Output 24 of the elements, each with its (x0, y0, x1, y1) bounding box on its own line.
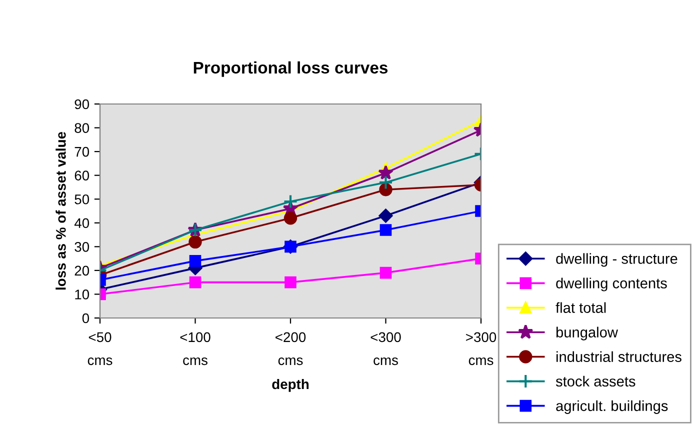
y-tick-label: 80 (74, 123, 90, 133)
y-tick-label: 10 (75, 290, 90, 300)
legend-label: bungalow (556, 326, 618, 340)
y-tick-label: 40 (74, 218, 90, 228)
legend-label: stock assets (556, 376, 636, 387)
y-tick-label: 0 (82, 313, 90, 324)
legend-label: dwelling contents (556, 278, 667, 292)
y-tick-label: 60 (74, 170, 90, 181)
x-tick-label: <50 cms (88, 332, 112, 366)
y-tick-label: 90 (74, 99, 90, 110)
x-axis-title: depth (272, 378, 309, 392)
y-tick-label: 70 (74, 146, 90, 157)
legend-label: agricult. buildings (556, 400, 668, 414)
y-axis-title: loss as % of asset value (56, 132, 66, 290)
x-tick-label: >300 cms (466, 332, 496, 366)
legend-label: industrial structures (556, 351, 682, 362)
y-tick-label: 50 (74, 194, 90, 204)
x-tick-label: <100 cms (180, 332, 210, 366)
y-tick-label: 30 (74, 242, 90, 252)
y-tick-label: 20 (74, 266, 90, 276)
legend-label: flat total (556, 302, 606, 313)
x-tick-label: <300 cms (370, 332, 401, 366)
chart-title: Proportional loss curves (194, 61, 388, 77)
legend-label: dwelling - structure (556, 253, 678, 267)
